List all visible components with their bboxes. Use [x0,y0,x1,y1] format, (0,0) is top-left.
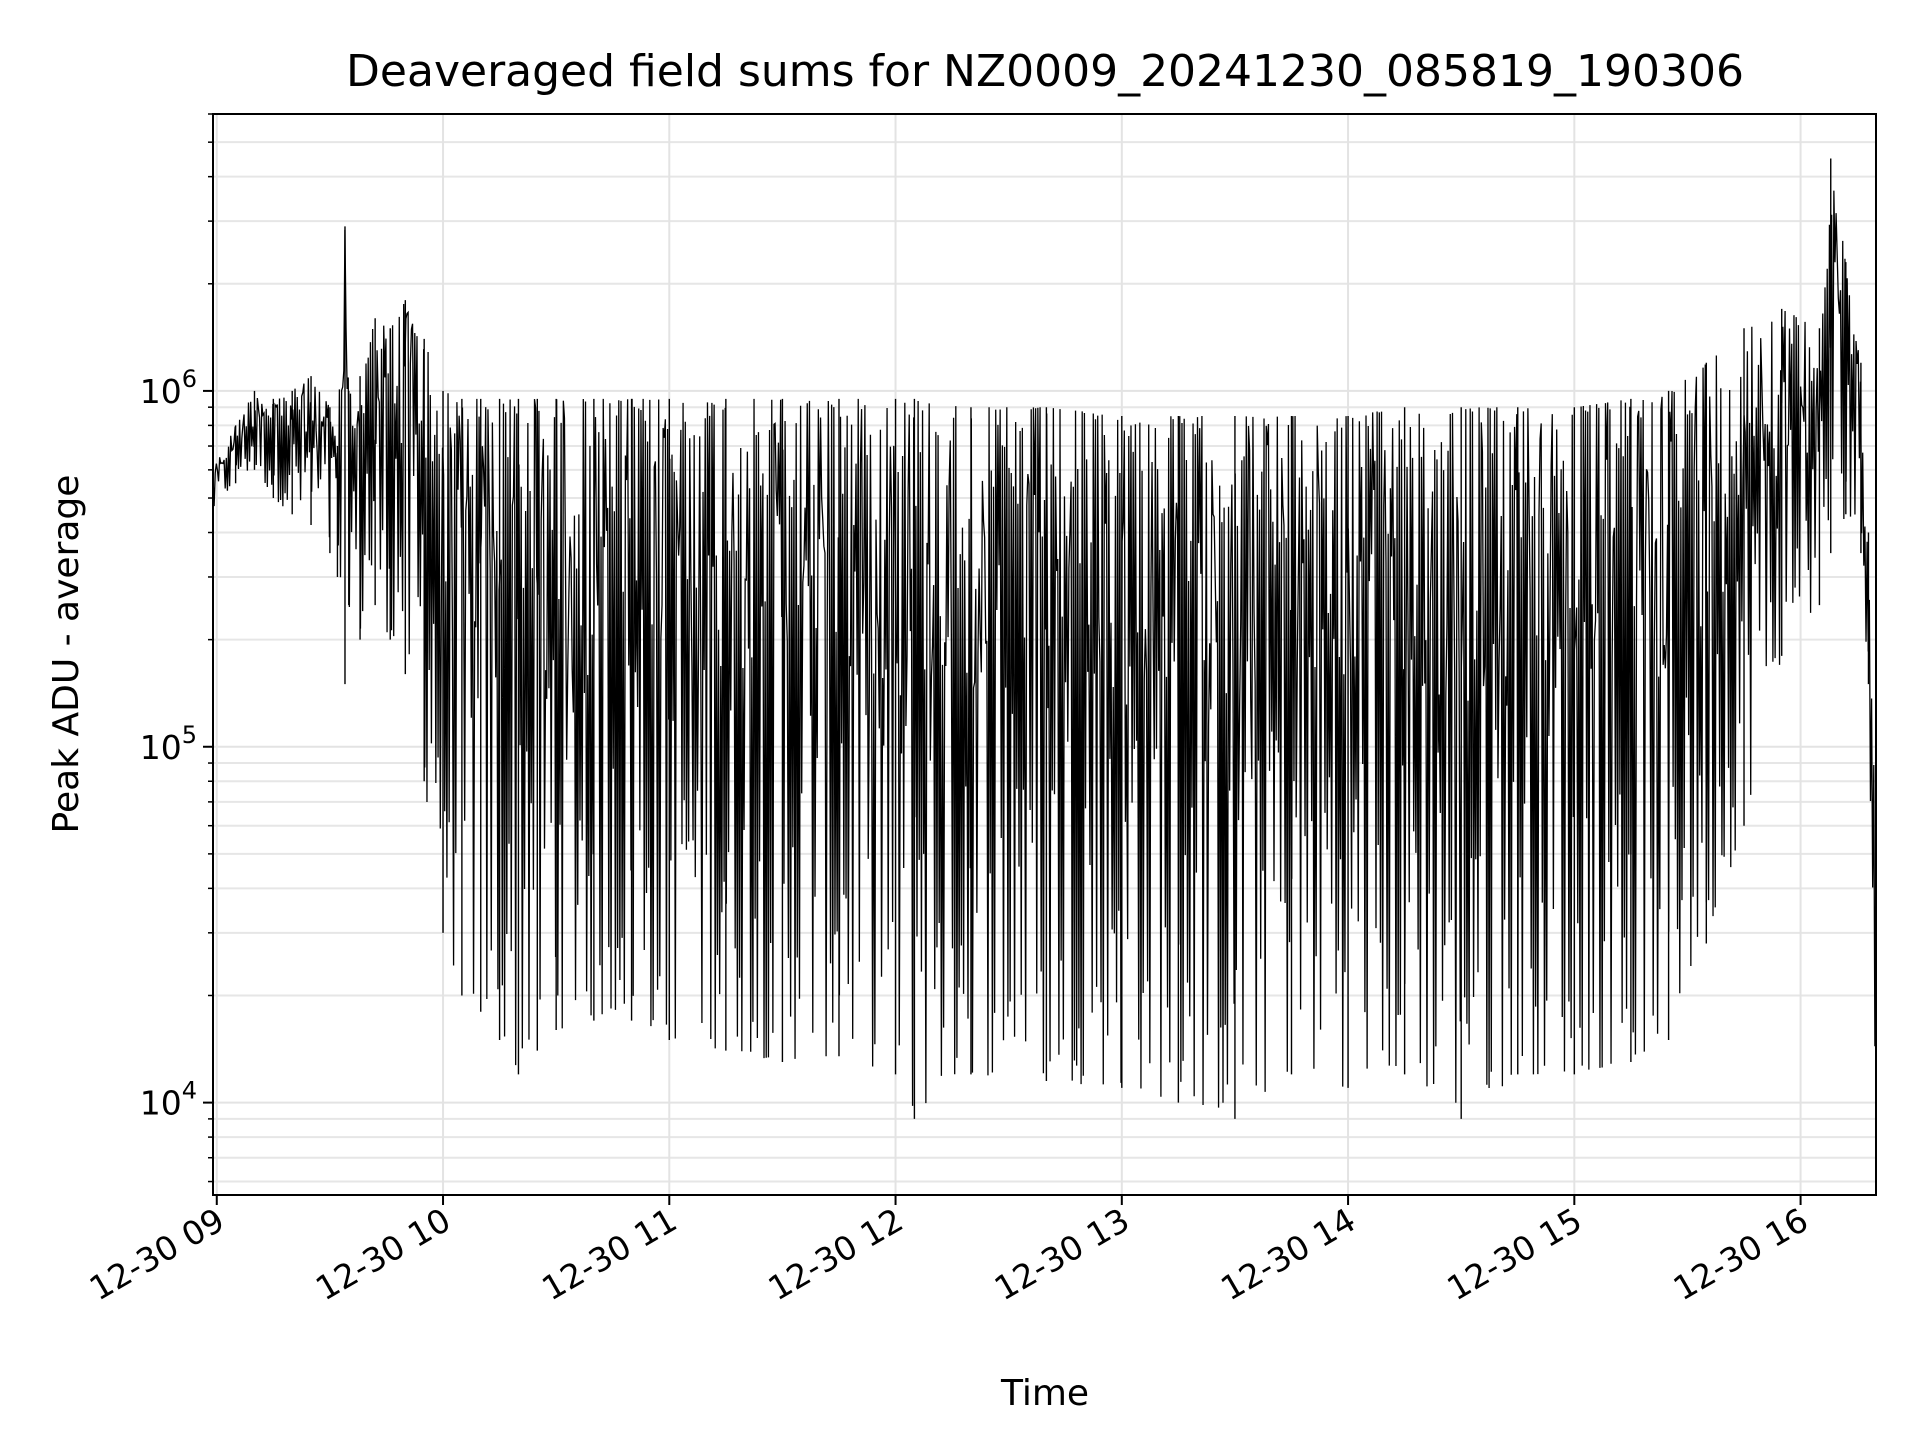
y-tick-exponent: 4 [182,1077,197,1105]
y-tick-exponent: 6 [182,365,197,393]
y-tick-label: 104 [140,1077,197,1123]
y-tick-base: 10 [140,372,182,411]
plot-frame [212,113,1877,1196]
y-axis-label: Peak ADU - average [46,475,87,834]
y-tick-base: 10 [140,728,182,767]
series-line [212,190,1877,1108]
data-series [212,158,1877,1138]
x-axis-label: Time [1000,1373,1089,1414]
y-tick-label: 105 [140,721,197,767]
chart-title: Deaveraged field sums for NZ0009_2024123… [346,46,1744,97]
y-tick-exponent: 5 [182,721,197,749]
y-tick-label: 106 [140,365,197,411]
y-tick-base: 10 [140,1084,182,1123]
